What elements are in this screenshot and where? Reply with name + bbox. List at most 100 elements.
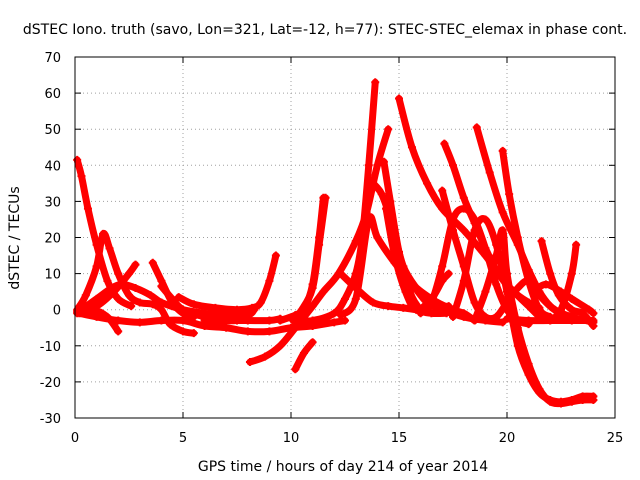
plot-area [73, 78, 598, 408]
data-point [567, 294, 576, 303]
data-point [459, 276, 468, 285]
data-point [308, 338, 317, 347]
y-tick-label: -30 [40, 412, 61, 427]
data-point [578, 395, 587, 404]
data-point [498, 146, 507, 155]
series-line [289, 78, 379, 325]
data-point [438, 262, 447, 271]
data-point [125, 269, 133, 278]
data-point [131, 284, 140, 293]
data-point [299, 349, 308, 358]
series-arc-14 [291, 338, 317, 374]
data-point [567, 316, 576, 325]
data-point [459, 226, 468, 235]
data-point [299, 305, 308, 314]
data-point [364, 215, 373, 224]
data-point [146, 291, 155, 300]
chart-title: dSTEC Iono. truth (savo, Lon=321, Lat=-1… [23, 22, 627, 38]
data-point [537, 237, 546, 246]
data-point [308, 280, 317, 289]
data-point [369, 179, 378, 188]
data-point [412, 284, 421, 293]
y-tick-label: -20 [40, 376, 61, 391]
data-point [265, 276, 274, 285]
data-point [427, 309, 436, 318]
data-point [513, 284, 522, 293]
data-point [557, 305, 565, 314]
data-point [390, 229, 399, 238]
data-point [330, 309, 339, 318]
data-point [114, 269, 123, 278]
data-point [114, 294, 123, 303]
data-point [315, 233, 324, 242]
data-point [271, 251, 280, 260]
data-point [546, 397, 555, 406]
data-point [189, 329, 198, 338]
data-point [148, 300, 157, 309]
data-point [503, 314, 511, 323]
data-point [131, 260, 140, 269]
data-point [114, 327, 123, 336]
data-point [470, 298, 479, 307]
data-point [498, 318, 507, 327]
data-point [289, 316, 298, 325]
data-point [256, 298, 265, 307]
data-point [578, 309, 587, 318]
data-point [528, 287, 537, 296]
data-point [291, 365, 300, 374]
series-arc-21 [390, 229, 453, 311]
data-point [261, 352, 270, 361]
data-point [535, 305, 544, 314]
data-point [423, 179, 432, 188]
data-point [341, 316, 349, 325]
data-point [105, 244, 114, 253]
x-tick-label: 25 [607, 431, 624, 446]
x-tick-label: 10 [283, 431, 300, 446]
data-point [73, 155, 82, 164]
data-point [442, 309, 451, 318]
y-tick-label: 70 [44, 51, 61, 66]
y-tick-label: -10 [40, 340, 61, 355]
data-point [416, 309, 425, 318]
x-tick-label: 5 [179, 431, 187, 446]
data-point [449, 226, 457, 235]
data-point [373, 161, 382, 170]
x-tick-label: 15 [391, 431, 408, 446]
data-point [369, 298, 378, 307]
data-point [92, 294, 101, 303]
data-point [83, 204, 92, 213]
x-tick-label: 20 [499, 431, 516, 446]
data-point [567, 397, 576, 406]
data-point [470, 316, 479, 325]
data-point [319, 193, 328, 202]
data-point [92, 312, 101, 321]
data-point [585, 305, 594, 314]
data-point [384, 125, 393, 134]
data-point [135, 318, 144, 327]
data-point [148, 258, 157, 267]
data-point [498, 208, 507, 217]
data-point [399, 262, 408, 271]
data-point [179, 305, 187, 314]
data-point [103, 276, 112, 285]
data-point [485, 168, 494, 177]
series-arc-13 [289, 193, 328, 325]
data-point [384, 302, 393, 311]
series-arc-27 [470, 226, 598, 408]
data-point [351, 294, 360, 303]
data-point [222, 316, 231, 325]
x-axis-label: GPS time / hours of day 214 of year 2014 [198, 459, 488, 475]
data-point [77, 172, 86, 181]
axis-ticks: 0 5 10 15 20 25 -30 -20 -10 0 10 20 30 40 50 60 70 [40, 51, 624, 446]
data-point [524, 359, 533, 368]
data-point [492, 312, 501, 321]
data-point [125, 291, 133, 300]
data-point [265, 316, 274, 325]
data-point [524, 276, 533, 285]
plot-frame [74, 56, 616, 419]
data-point [481, 312, 490, 321]
data-point [505, 190, 514, 199]
data-point [498, 226, 507, 235]
data-point [189, 300, 198, 309]
data-point [459, 193, 468, 202]
